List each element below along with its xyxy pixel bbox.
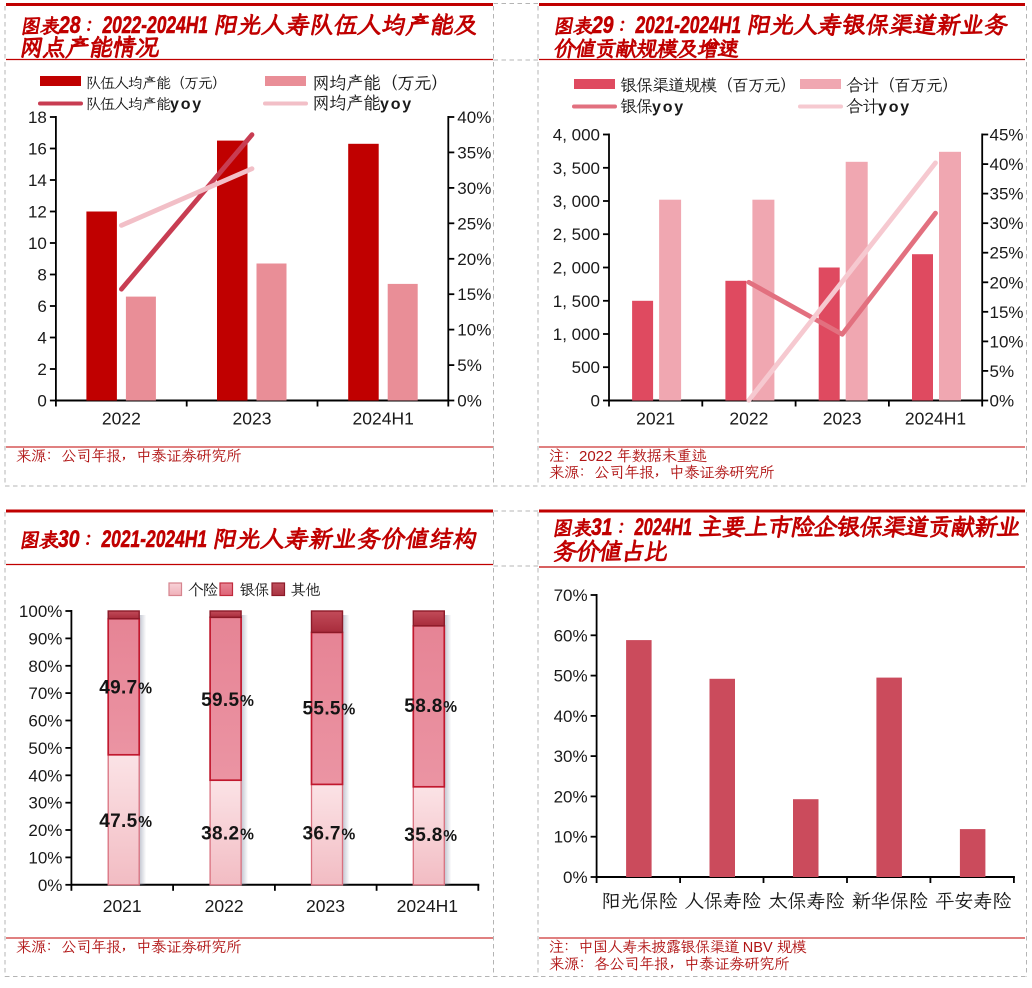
- svg-text:0%: 0%: [990, 392, 1015, 411]
- svg-text:31: 31: [591, 514, 613, 541]
- svg-text:0%: 0%: [38, 876, 63, 895]
- svg-text:59.5: 59.5: [201, 690, 239, 711]
- svg-text:500: 500: [572, 358, 600, 377]
- svg-text:6: 6: [37, 297, 46, 316]
- svg-text:35%: 35%: [457, 143, 491, 162]
- svg-text:20%: 20%: [990, 273, 1024, 292]
- svg-text:5%: 5%: [990, 362, 1015, 381]
- svg-text:70%: 70%: [554, 586, 588, 605]
- svg-text:16: 16: [28, 140, 47, 159]
- svg-text:2, 000: 2, 000: [553, 259, 600, 278]
- svg-text:38.2: 38.2: [201, 824, 239, 845]
- svg-text:30: 30: [58, 526, 80, 553]
- svg-text:36.7: 36.7: [303, 824, 341, 845]
- svg-text:70%: 70%: [28, 684, 62, 703]
- svg-text:1, 500: 1, 500: [553, 292, 600, 311]
- svg-text:yoy: yoy: [878, 99, 911, 116]
- svg-text:14: 14: [28, 171, 47, 190]
- svg-text:yoy: yoy: [170, 96, 203, 113]
- svg-text:49.7: 49.7: [99, 678, 137, 699]
- svg-text:10%: 10%: [457, 321, 491, 340]
- svg-text:29: 29: [591, 12, 614, 39]
- svg-text:%: %: [342, 827, 356, 844]
- svg-text:3, 000: 3, 000: [553, 192, 600, 211]
- svg-text:30%: 30%: [990, 214, 1024, 233]
- svg-text:%: %: [240, 827, 254, 844]
- svg-text:2022-2024H1: 2022-2024H1: [102, 12, 208, 39]
- svg-text:2022: 2022: [102, 409, 141, 429]
- svg-text:0%: 0%: [563, 868, 588, 887]
- svg-text:20%: 20%: [457, 250, 491, 269]
- svg-text:40%: 40%: [990, 155, 1024, 174]
- svg-text:20%: 20%: [554, 787, 588, 806]
- svg-text:2022: 2022: [579, 448, 612, 465]
- svg-text:40%: 40%: [457, 108, 491, 127]
- svg-text:100%: 100%: [19, 602, 62, 621]
- svg-text:2021-2024H1: 2021-2024H1: [635, 12, 741, 39]
- svg-text:4: 4: [37, 329, 46, 348]
- svg-text:25%: 25%: [457, 214, 491, 233]
- svg-text:2022: 2022: [205, 896, 244, 916]
- svg-text:10%: 10%: [554, 828, 588, 847]
- svg-text:3, 500: 3, 500: [553, 159, 600, 178]
- svg-text:40%: 40%: [28, 766, 62, 785]
- svg-text:yoy: yoy: [652, 99, 685, 116]
- svg-text:2024H1: 2024H1: [397, 896, 458, 916]
- svg-text:%: %: [138, 681, 152, 698]
- svg-text:8: 8: [37, 266, 46, 285]
- svg-text:30%: 30%: [28, 794, 62, 813]
- svg-text:5%: 5%: [457, 356, 482, 375]
- svg-text:12: 12: [28, 203, 47, 222]
- svg-text:40%: 40%: [554, 707, 588, 726]
- svg-text:60%: 60%: [28, 712, 62, 731]
- svg-text:90%: 90%: [28, 629, 62, 648]
- svg-text:55.5: 55.5: [303, 699, 341, 720]
- svg-text:10: 10: [28, 234, 47, 253]
- svg-text:2021: 2021: [103, 896, 142, 916]
- svg-text:4, 000: 4, 000: [553, 126, 600, 145]
- svg-text:15%: 15%: [990, 303, 1024, 322]
- svg-text:%: %: [443, 828, 457, 845]
- svg-text:2, 500: 2, 500: [553, 225, 600, 244]
- svg-text:2023: 2023: [823, 409, 862, 429]
- svg-text:20%: 20%: [28, 821, 62, 840]
- svg-text:18: 18: [28, 108, 47, 127]
- svg-text:58.8: 58.8: [404, 696, 442, 717]
- svg-text:35%: 35%: [990, 185, 1024, 204]
- svg-text:50%: 50%: [554, 667, 588, 686]
- svg-text:%: %: [240, 693, 254, 710]
- svg-text:2023: 2023: [306, 896, 345, 916]
- svg-text:28: 28: [58, 12, 81, 39]
- svg-text:%: %: [443, 699, 457, 716]
- svg-text:25%: 25%: [990, 244, 1024, 263]
- svg-text:2021: 2021: [636, 409, 675, 429]
- svg-text:0: 0: [37, 392, 46, 411]
- svg-text:30%: 30%: [554, 747, 588, 766]
- svg-text:2024H1: 2024H1: [634, 514, 692, 541]
- svg-text:10%: 10%: [990, 332, 1024, 351]
- svg-text:80%: 80%: [28, 657, 62, 676]
- svg-text:45%: 45%: [990, 126, 1024, 145]
- svg-text:2: 2: [37, 360, 46, 379]
- svg-text:50%: 50%: [28, 739, 62, 758]
- svg-text:10%: 10%: [28, 848, 62, 867]
- svg-text:2021-2024H1: 2021-2024H1: [101, 526, 207, 553]
- svg-text:35.8: 35.8: [404, 825, 442, 846]
- svg-text:NBV: NBV: [743, 940, 773, 956]
- svg-text:15%: 15%: [457, 285, 491, 304]
- svg-text:0%: 0%: [457, 392, 482, 411]
- svg-text:1, 000: 1, 000: [553, 325, 600, 344]
- svg-text:2024H1: 2024H1: [905, 409, 966, 429]
- svg-text:2022: 2022: [729, 409, 768, 429]
- svg-text:60%: 60%: [554, 626, 588, 645]
- svg-text:2023: 2023: [233, 409, 272, 429]
- svg-text:yoy: yoy: [380, 96, 413, 113]
- svg-text:30%: 30%: [457, 179, 491, 198]
- svg-text:0: 0: [591, 392, 600, 411]
- svg-text:%: %: [342, 702, 356, 719]
- svg-text:%: %: [138, 814, 152, 831]
- svg-text:2024H1: 2024H1: [353, 409, 414, 429]
- svg-text:47.5: 47.5: [99, 811, 137, 832]
